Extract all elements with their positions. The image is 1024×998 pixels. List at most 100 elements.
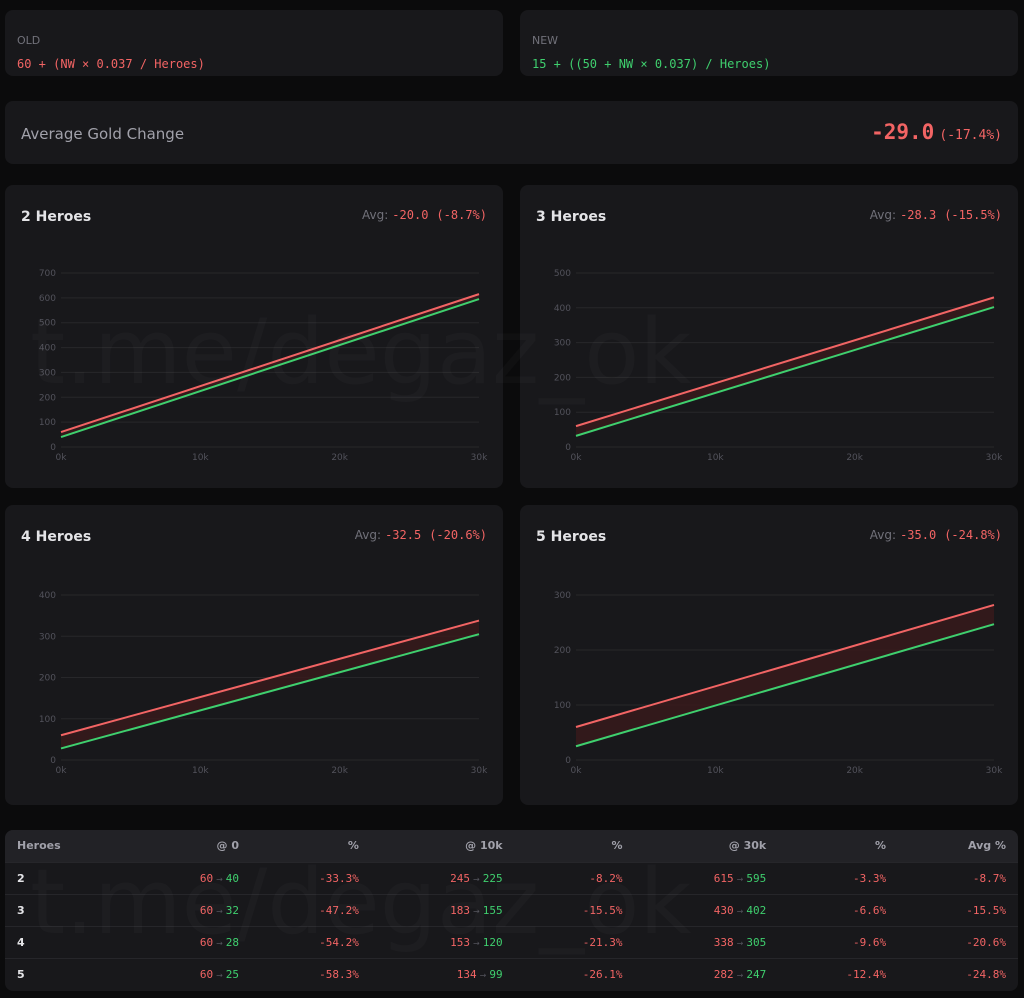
old-value: 60	[199, 903, 214, 917]
table-row: 3 60 → 32 -47.2% 183 → 155 -15.5% 430 → 402 -6.6% -15…	[5, 893, 1018, 926]
old-value: 60	[199, 967, 214, 981]
cell: -12.4%	[778, 957, 899, 990]
old-value: 60	[199, 935, 214, 949]
cell: 134 → 99	[370, 957, 515, 990]
cell: -6.6%	[778, 893, 899, 926]
new-series-line	[575, 623, 995, 748]
x-tick-label: 30k	[986, 766, 1003, 776]
old-label: OLD	[17, 34, 41, 47]
arrow-icon: →	[216, 970, 223, 980]
x-tick-label: 30k	[986, 453, 1003, 463]
new-formula: 15 + ((50 + NW × 0.037) / Heroes)	[532, 57, 771, 71]
y-tick-label: 400	[554, 304, 571, 314]
x-tick-label: 20k	[846, 453, 863, 463]
avg-label: Avg:	[362, 208, 389, 222]
percent-value: -8.2%	[589, 871, 623, 885]
cell: 60 → 25	[132, 957, 252, 990]
y-tick-label: 700	[39, 269, 56, 279]
cell: -8.7%	[898, 861, 1018, 894]
arrow-icon: →	[736, 906, 744, 916]
percent-value: -9.6%	[852, 935, 887, 949]
column-header: Heroes	[5, 830, 133, 862]
y-tick-label: 200	[39, 674, 56, 684]
cell: -9.6%	[778, 925, 899, 958]
new-formula-card: NEW 15 + ((50 + NW × 0.037) / Heroes)	[520, 10, 1018, 76]
chart-avg: Avg: -35.0 (-24.8%)	[866, 528, 1002, 542]
y-tick-label: 600	[39, 294, 56, 304]
difference-area	[61, 620, 479, 749]
cell: -15.5%	[514, 893, 635, 926]
percent-value: -26.1%	[582, 967, 623, 981]
percent-value: -58.3%	[319, 967, 359, 981]
avg-label: Avg:	[869, 208, 897, 222]
heroes-cell: 5	[5, 957, 133, 990]
avg-percent: (-15.5%)	[944, 208, 1002, 222]
percent-value: -15.5%	[966, 903, 1006, 917]
x-tick-label: 20k	[331, 766, 348, 776]
percent-value: -21.3%	[582, 935, 623, 949]
old-formula: 60 + (NW × 0.037 / Heroes)	[17, 57, 205, 71]
x-tick-label: 10k	[707, 453, 724, 463]
chart-title: 4 Heroes	[21, 529, 92, 545]
cell: -33.3%	[251, 861, 371, 894]
avg-percent: (-20.6%)	[429, 528, 487, 542]
arrow-icon: →	[736, 874, 744, 884]
column-header: %	[251, 830, 371, 862]
new-label: NEW	[532, 34, 559, 47]
old-value: 134	[456, 967, 477, 981]
percent-value: -12.4%	[846, 967, 887, 981]
y-tick-label: 200	[39, 393, 56, 403]
y-tick-label: 100	[554, 408, 571, 418]
new-value: 120	[482, 935, 503, 949]
chart-card: 2 Heroes Avg: -20.0 (-8.7%) 0 100 200 300 400 50…	[5, 185, 503, 488]
old-series-line	[575, 603, 995, 728]
old-value: 153	[450, 935, 471, 949]
table-row: 4 60 → 28 -54.2% 153 → 120 -21.3% 338 → 305 -9.6% -20…	[5, 925, 1018, 958]
y-tick-label: 300	[39, 368, 56, 378]
cell: 183 → 155	[370, 893, 515, 926]
arrow-icon: →	[479, 970, 487, 980]
chart-title: 3 Heroes	[536, 209, 607, 225]
percent-value: -47.2%	[319, 903, 359, 917]
x-tick-label: 20k	[846, 766, 863, 776]
new-value: 305	[746, 935, 767, 949]
x-tick-label: 20k	[331, 453, 348, 463]
arrow-icon: →	[473, 874, 480, 884]
difference-area	[576, 297, 994, 436]
y-tick-label: 0	[565, 443, 571, 453]
column-header: %	[778, 830, 899, 862]
arrow-icon: →	[736, 938, 744, 948]
column-header: @ 0	[132, 830, 252, 862]
old-series-line	[60, 619, 480, 737]
new-value: 28	[225, 935, 240, 949]
heroes-cell: 2	[5, 861, 133, 894]
cell: -47.2%	[251, 893, 371, 926]
cell: -20.6%	[898, 925, 1018, 958]
column-header: @ 10k	[370, 830, 515, 862]
avg-label: Avg:	[869, 528, 897, 542]
old-formula-card: OLD 60 + (NW × 0.037 / Heroes)	[5, 10, 503, 76]
new-value: 402	[746, 903, 767, 917]
cell: -24.8%	[898, 957, 1018, 990]
percent-value: -24.8%	[966, 967, 1006, 981]
summary-value: -29.0	[871, 120, 935, 144]
cell: 60 → 40	[132, 861, 252, 894]
cell: -8.2%	[514, 861, 635, 894]
x-tick-label: 0k	[571, 453, 583, 463]
x-tick-label: 0k	[56, 453, 68, 463]
new-value: 155	[482, 903, 503, 917]
cell: 245 → 225	[370, 861, 515, 894]
new-value: 247	[746, 967, 767, 981]
y-tick-label: 400	[39, 344, 56, 354]
percent-value: -8.7%	[972, 871, 1006, 885]
new-value: 25	[225, 967, 240, 981]
heroes-cell: 3	[5, 893, 133, 926]
old-value: 615	[713, 871, 734, 885]
new-value: 99	[489, 967, 503, 981]
y-tick-label: 500	[554, 269, 571, 279]
old-value: 183	[450, 903, 471, 917]
chart-title: 2 Heroes	[21, 209, 92, 225]
cell: -54.2%	[251, 925, 371, 958]
chart-card: 4 Heroes Avg: -32.5 (-20.6%) 0 100 200 300 400 0…	[5, 505, 503, 805]
summary-label: Average Gold Change	[21, 125, 185, 143]
